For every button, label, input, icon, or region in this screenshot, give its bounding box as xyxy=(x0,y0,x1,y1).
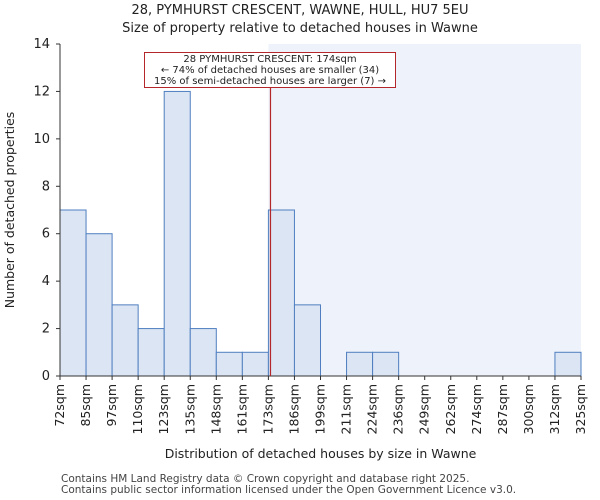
x-tick-label: 110sqm xyxy=(130,384,145,434)
bar xyxy=(189,328,217,377)
bar xyxy=(346,351,374,377)
bar xyxy=(372,351,400,377)
annotation-line-2: ← 74% of detached houses are smaller (34… xyxy=(160,65,380,76)
y-tick-label: 0 xyxy=(42,369,50,384)
x-tick-label: 274sqm xyxy=(469,384,484,434)
y-tick-label: 10 xyxy=(33,132,50,147)
x-tick-label: 161sqm xyxy=(234,384,249,434)
footer-line-1: Contains HM Land Registry data © Crown c… xyxy=(61,473,470,485)
y-tick-label: 6 xyxy=(42,227,50,242)
x-tick-label: 97sqm xyxy=(104,384,119,427)
x-tick-label: 236sqm xyxy=(391,384,406,434)
annotation-line-1: 28 PYMHURST CRESCENT: 174sqm xyxy=(183,54,357,65)
annotation-line-3: 15% of semi-detached houses are larger (… xyxy=(153,76,387,87)
x-tick-label: 312sqm xyxy=(547,384,562,434)
x-tick-label: 262sqm xyxy=(443,384,458,434)
annotation-box: 28 PYMHURST CRESCENT: 174sqm ← 74% of de… xyxy=(144,52,396,88)
x-axis-label: Distribution of detached houses by size … xyxy=(165,446,477,461)
bar xyxy=(163,90,191,377)
x-tick-label: 85sqm xyxy=(78,384,93,427)
chart-subtitle: Size of property relative to detached ho… xyxy=(122,21,478,36)
footer-line-2: Contains public sector information licen… xyxy=(61,484,517,496)
bar xyxy=(267,209,295,377)
bar xyxy=(241,351,269,377)
y-tick-label: 14 xyxy=(33,37,50,52)
bar xyxy=(554,351,582,377)
x-tick-label: 249sqm xyxy=(417,384,432,434)
x-tick-label: 186sqm xyxy=(286,384,301,434)
bar xyxy=(137,328,165,377)
y-tick-label: 4 xyxy=(42,274,50,289)
x-tick-label: 148sqm xyxy=(208,384,223,434)
x-tick-label: 123sqm xyxy=(156,384,171,434)
bar xyxy=(85,233,113,377)
x-tick-label: 211sqm xyxy=(339,384,354,434)
x-tick-label: 287sqm xyxy=(495,384,510,434)
x-tick-label: 72sqm xyxy=(52,384,67,427)
bar xyxy=(293,304,322,377)
x-tick-label: 173sqm xyxy=(260,384,275,434)
y-tick-label: 2 xyxy=(42,322,50,337)
x-tick-label: 135sqm xyxy=(182,384,197,434)
y-tick-label: 8 xyxy=(42,179,50,194)
x-tick-label: 224sqm xyxy=(365,384,380,434)
chart-title-address: 28, PYMHURST CRESCENT, WAWNE, HULL, HU7 … xyxy=(131,3,469,18)
y-tick-label: 12 xyxy=(33,84,50,99)
x-tick-label: 300sqm xyxy=(521,384,536,434)
y-axis-label: Number of detached properties xyxy=(2,112,17,309)
x-tick-label: 199sqm xyxy=(313,384,328,434)
bar xyxy=(215,351,243,377)
bar xyxy=(111,304,139,377)
bar xyxy=(59,209,87,377)
x-tick-label: 325sqm xyxy=(573,384,588,434)
